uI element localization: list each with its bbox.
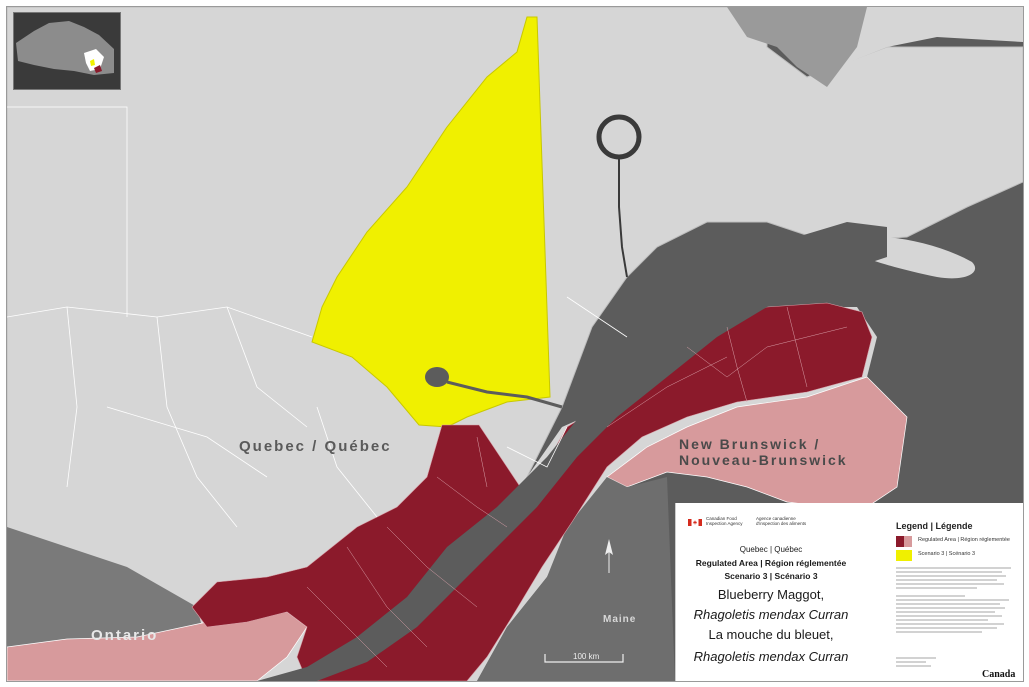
scale-bar xyxy=(544,654,624,663)
scale-bar-label: 100 km xyxy=(573,652,600,661)
pest-scientific-name-2: Rhagoletis mendax Curran xyxy=(693,649,849,664)
pest-common-name-fr: La mouche du bleuet, xyxy=(708,627,834,642)
new-brunswick-map-label: New Brunswick / Nouveau-Brunswick xyxy=(679,436,848,468)
scenario-3-area xyxy=(311,16,551,428)
legend-label-scenario: Scenario 3 | Scénario 3 xyxy=(918,551,976,557)
canada-flag-icon xyxy=(688,519,702,526)
quebec-map-label: Quebec / Québec xyxy=(239,438,392,455)
legend-label-regulated: Regulated Area | Région réglementée xyxy=(918,537,1010,543)
manicouagan-river xyxy=(618,157,628,278)
legend-title: Legend | Légende xyxy=(896,521,973,531)
legend-swatch-scenario xyxy=(896,550,912,561)
region-boundaries xyxy=(7,106,628,528)
pest-scientific-name-1: Rhagoletis mendax Curran xyxy=(693,607,849,622)
locator-inset-map xyxy=(13,12,121,90)
ontario-map-label: Ontario xyxy=(91,627,159,644)
lake-saint-jean xyxy=(425,367,449,387)
maine-area xyxy=(477,477,675,681)
maine-map-label: Maine xyxy=(603,614,637,625)
nb-label-line-1: New Brunswick / xyxy=(679,436,821,452)
regulated-subdivisions xyxy=(306,306,848,668)
disclaimer-text-block xyxy=(896,567,1011,635)
agency-name-en: Canadian Food Inspection Agency xyxy=(706,516,743,526)
region-title: Quebec | Québec xyxy=(739,545,803,554)
legend-swatch-regulated xyxy=(896,536,912,547)
st-lawrence-river xyxy=(257,222,887,681)
nb-label-line-2: Nouveau-Brunswick xyxy=(679,452,848,468)
scenario-title: Scenario 3 | Scénario 3 xyxy=(724,571,818,581)
canada-wordmark: Canada xyxy=(982,669,1015,680)
map-frame: Quebec / Québec New Brunswick / Nouveau-… xyxy=(6,6,1024,682)
agency-name-fr: Agence canadienne d'inspection des alime… xyxy=(756,516,807,526)
canada-wordmark-text: Canada xyxy=(982,669,1016,680)
land-dark-top xyxy=(727,7,867,87)
saguenay-river xyxy=(446,380,563,409)
north-arrow-icon xyxy=(605,539,613,573)
regulated-area-title: Regulated Area | Région réglementée xyxy=(695,558,847,568)
pest-common-name-en: Blueberry Maggot, xyxy=(717,587,825,602)
map-canvas xyxy=(7,7,1023,681)
new-brunswick-area xyxy=(606,376,908,508)
map-credits-block xyxy=(896,657,946,669)
inset-canada-shape xyxy=(16,21,114,75)
map-info-panel: Canadian Food Inspection Agency Agence c… xyxy=(675,503,1023,681)
